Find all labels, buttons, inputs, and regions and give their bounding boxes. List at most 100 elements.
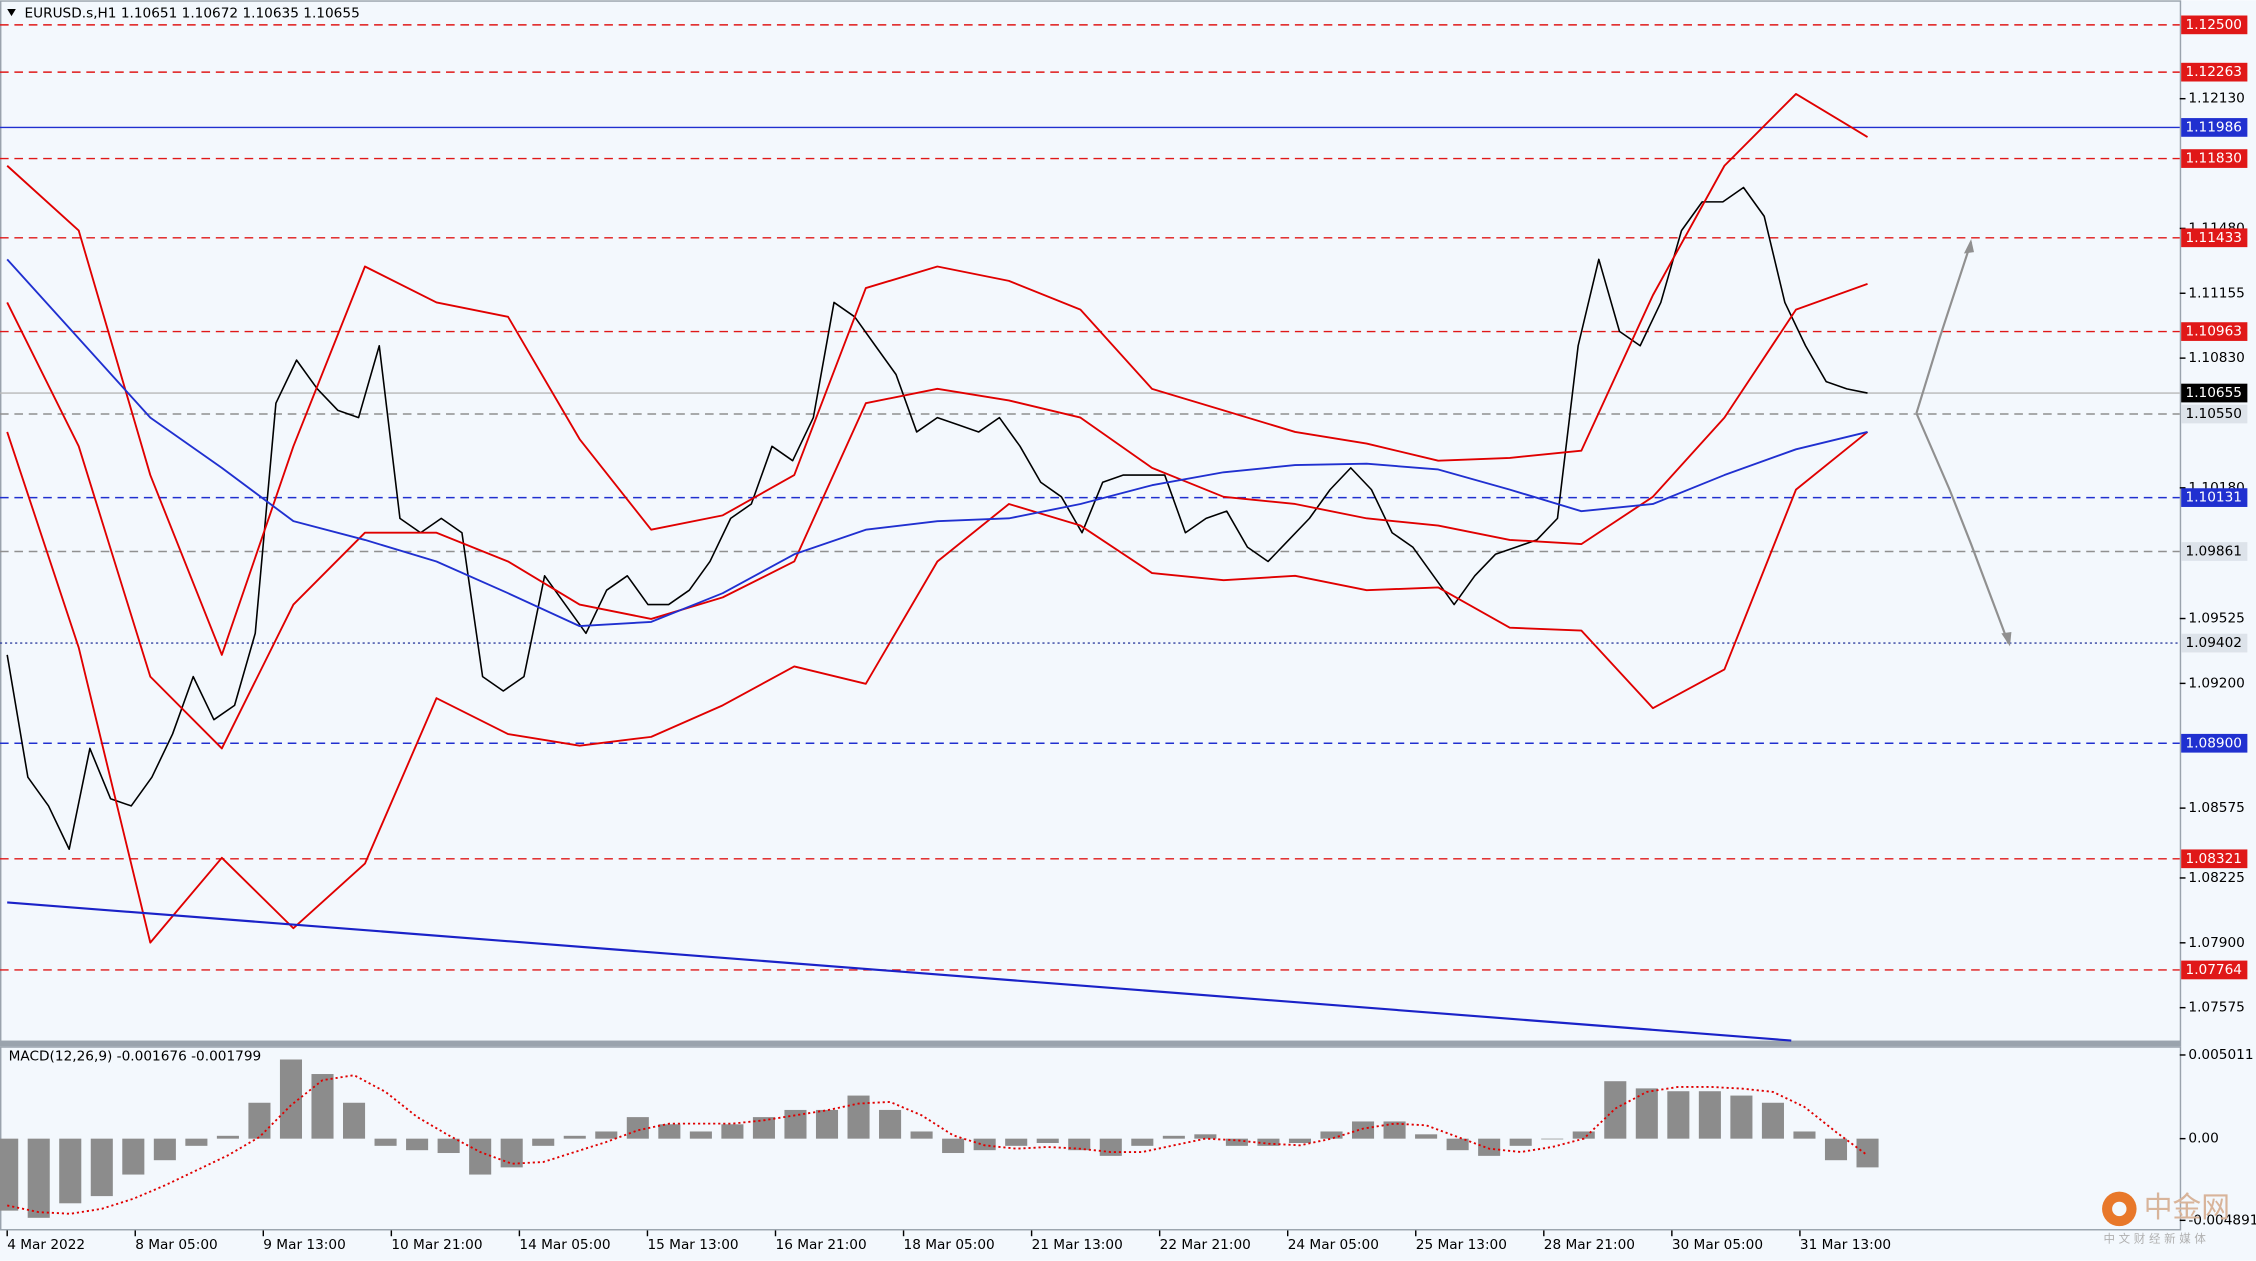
histogram-bar <box>1446 1138 1469 1151</box>
x-tick-label: 31 Mar 13:00 <box>1800 1237 1891 1253</box>
histogram-bar <box>1225 1138 1248 1146</box>
histogram-bar <box>279 1059 303 1139</box>
level-label-box <box>2181 849 2248 869</box>
arrow-head <box>1963 239 1974 254</box>
histogram-bar <box>1824 1138 1848 1161</box>
level-label-box <box>2181 633 2248 653</box>
level-label-box <box>2181 228 2248 248</box>
histogram-bar <box>1572 1131 1595 1139</box>
x-tick-label: 15 Mar 13:00 <box>647 1237 738 1253</box>
histogram-bar <box>469 1138 492 1175</box>
forecast-arrow-up <box>1915 241 1973 414</box>
level-label: 1.08900 <box>2186 735 2242 751</box>
histogram-bar <box>311 1074 334 1139</box>
x-tick-label: 9 Mar 13:00 <box>263 1237 346 1253</box>
level-label: 1.11830 <box>2186 151 2242 167</box>
level-label: 1.08321 <box>2186 851 2242 867</box>
x-tick-label: 28 Mar 21:00 <box>1544 1237 1635 1253</box>
histogram-bar <box>59 1138 82 1204</box>
x-tick-label: 10 Mar 21:00 <box>391 1237 482 1253</box>
histogram-bar <box>1162 1135 1185 1139</box>
watermark-name: 中金网 <box>2144 1190 2230 1224</box>
menu-triangle <box>7 8 16 17</box>
y-tick-label: 1.09200 <box>2188 675 2244 691</box>
level-label: 1.11986 <box>2186 119 2242 135</box>
x-tick-label: 24 Mar 05:00 <box>1288 1237 1379 1253</box>
level-label-box <box>2181 118 2248 137</box>
level-label: 1.10655 <box>2186 385 2242 401</box>
histogram-bar <box>784 1109 807 1139</box>
level-label: 1.12500 <box>2186 17 2242 33</box>
level-label: 1.09861 <box>2186 543 2242 559</box>
y-tick-label: 1.08225 <box>2188 870 2244 886</box>
histogram-bar <box>595 1131 618 1139</box>
y-tick-label: 0.00 <box>2188 1131 2218 1147</box>
level-label: 1.10550 <box>2186 406 2242 422</box>
x-tick-label: 18 Mar 05:00 <box>904 1237 995 1253</box>
level-label-box <box>2181 733 2248 753</box>
level-label-box <box>2181 322 2248 341</box>
histogram-bar <box>910 1131 933 1139</box>
histogram-bar <box>122 1138 145 1175</box>
x-tick-label: 22 Mar 21:00 <box>1160 1237 1251 1253</box>
macd-title: MACD(12,26,9) -0.001676 -0.001799 <box>9 1048 262 1064</box>
plot-area: 1.121301.114801.111551.108301.101801.095… <box>0 15 2256 1253</box>
histogram-bar <box>216 1135 239 1139</box>
histogram-bar <box>374 1138 397 1146</box>
histogram-bar <box>1068 1138 1091 1151</box>
histogram-bar <box>1604 1081 1627 1139</box>
series-line <box>6 92 1869 656</box>
arrow-head <box>2001 631 2012 647</box>
series-line <box>6 258 1868 628</box>
level-label-box <box>2181 404 2248 424</box>
y-tick-label: 1.07575 <box>2188 1000 2244 1016</box>
histogram-bar <box>1478 1138 1501 1156</box>
histogram-bar <box>437 1138 460 1154</box>
series-line <box>6 283 1868 750</box>
level-label-box <box>2181 62 2248 82</box>
level-label: 1.10963 <box>2186 324 2242 340</box>
trend-line <box>7 901 1792 1042</box>
y-tick-label: -0.004891 <box>2188 1212 2256 1228</box>
y-tick-label: 1.08575 <box>2188 800 2244 816</box>
x-tick-label: 21 Mar 13:00 <box>1032 1237 1123 1253</box>
histogram-bar <box>1761 1102 1784 1139</box>
histogram-bar <box>1793 1131 1816 1139</box>
histogram-bar <box>1667 1091 1690 1139</box>
watermark: 中金网 中 文 财 经 新 媒 体 <box>2102 1190 2230 1246</box>
histogram-bar <box>1541 1138 1564 1140</box>
histogram-bar <box>879 1109 902 1139</box>
histogram-bar <box>500 1138 523 1168</box>
histogram-bar <box>1320 1131 1343 1139</box>
x-tick-label: 16 Mar 21:00 <box>776 1237 867 1253</box>
x-tick-label: 25 Mar 13:00 <box>1416 1237 1507 1253</box>
histogram-bar <box>1194 1134 1217 1139</box>
histogram-bar <box>1856 1138 1879 1168</box>
histogram-bar <box>658 1124 681 1139</box>
histogram-bar <box>1288 1138 1312 1143</box>
histogram-bar <box>185 1138 208 1146</box>
series-line <box>6 431 1869 944</box>
histogram-bar <box>1131 1138 1154 1146</box>
y-tick-label: 0.005011 <box>2188 1047 2253 1063</box>
x-tick-label: 4 Mar 2022 <box>7 1237 85 1253</box>
x-tick-label: 8 Mar 05:00 <box>135 1237 217 1253</box>
histogram-bar <box>1730 1095 1753 1139</box>
histogram-bar <box>1257 1138 1280 1146</box>
level-label-box <box>2181 383 2248 403</box>
level-label: 1.10131 <box>2186 490 2242 506</box>
histogram-bar <box>1509 1138 1532 1146</box>
y-tick-label: 1.09525 <box>2188 611 2244 627</box>
histogram-bar <box>815 1109 839 1139</box>
watermark-logo-inner <box>2112 1201 2127 1217</box>
histogram-bar <box>1036 1138 1059 1143</box>
histogram-bar <box>1005 1138 1028 1146</box>
histogram-bar <box>248 1102 271 1139</box>
y-tick-label: 1.12130 <box>2188 91 2244 107</box>
histogram-bar <box>1099 1138 1122 1156</box>
y-tick-label: 1.07900 <box>2188 935 2244 951</box>
series-line <box>7 1074 1869 1215</box>
histogram-bar <box>563 1135 586 1139</box>
